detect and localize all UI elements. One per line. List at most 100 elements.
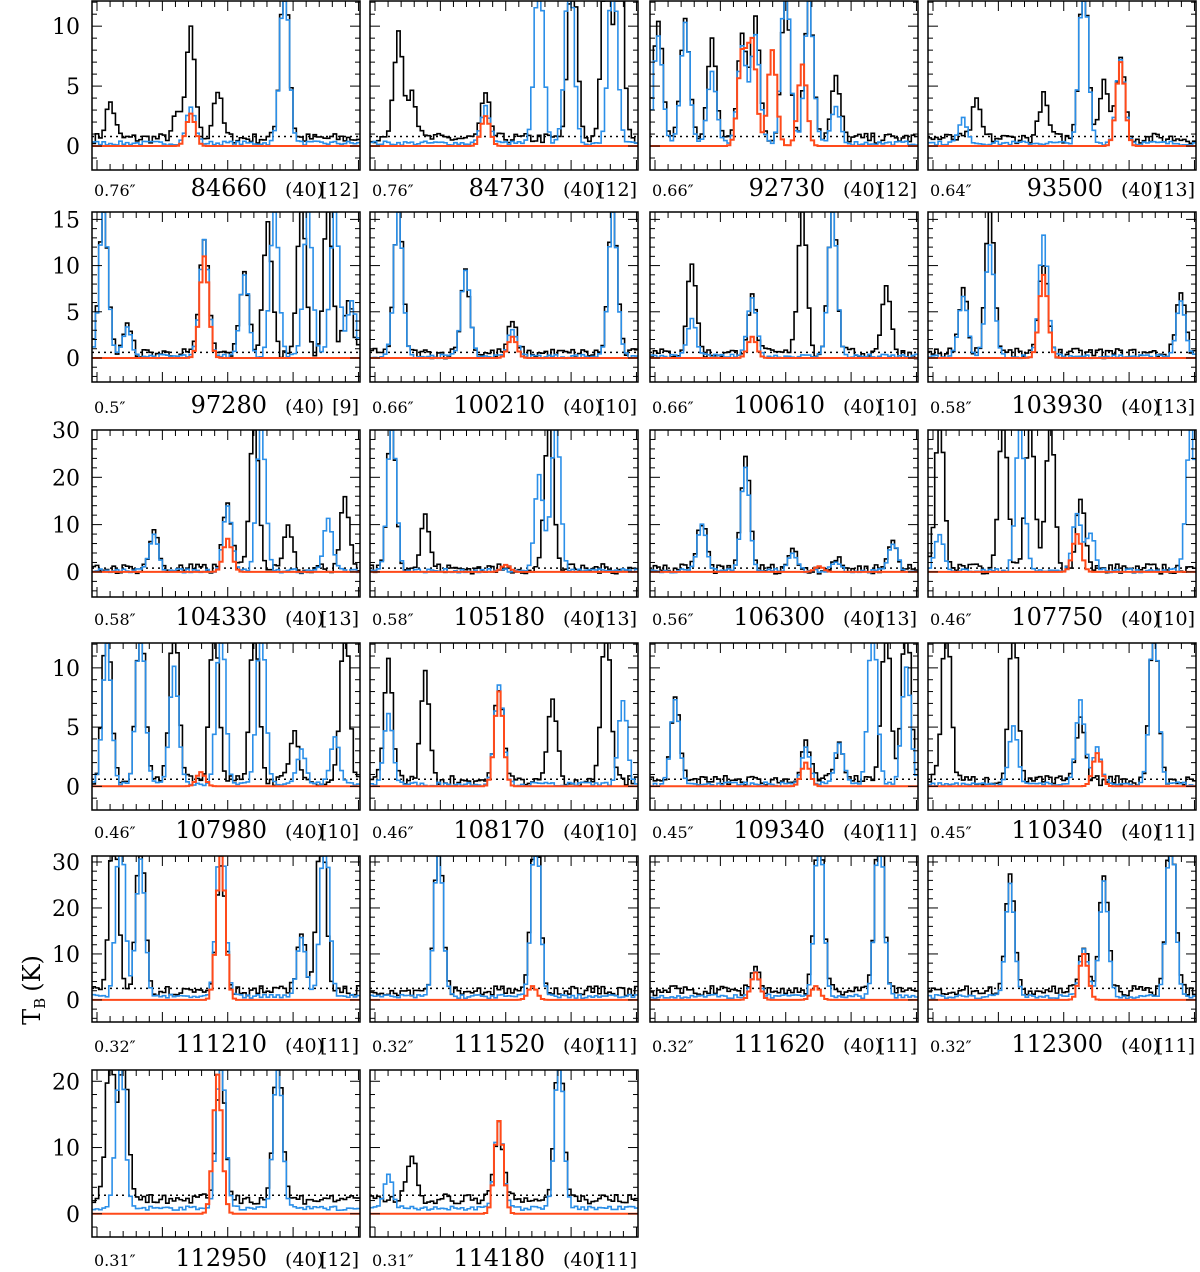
panel-frame [91,211,361,383]
spectrum-panel-103930: 0.58″ 103930 (40)[13] [927,211,1197,419]
observed-spectrum [370,856,638,997]
observed-spectrum [650,856,918,997]
frequency-label: 100210 [453,391,545,419]
y-tick-label: 10 [52,15,80,40]
model-species-spectrum [370,985,638,1001]
observed-spectrum [650,643,918,786]
spectrum-panel-111210: 0 10 20 30 0.32″ 111210 (40)[11] [52,851,361,1058]
spectrum-panel-110340: 0.45″ 110340 (40)[11] [927,642,1197,844]
beam-size-label: 0.32″ [652,1037,694,1056]
beam-size-label: 0.32″ [94,1037,136,1056]
beam-size-label: 0.76″ [372,181,414,200]
model-species-spectrum [92,537,360,573]
line-count-label: [9] [332,396,359,418]
beam-size-label: 0.56″ [652,610,694,629]
beam-size-label: 0.31″ [372,1251,414,1270]
beam-size-label: 0.58″ [930,398,972,417]
frequency-label: 92730 [749,174,825,202]
beam-size-label: 0.32″ [372,1037,414,1056]
model-total-spectrum [650,466,918,574]
line-count-label: [11] [598,1249,637,1271]
frequency-label: 103930 [1011,391,1103,419]
model-total-spectrum [928,643,1196,787]
model-species-spectrum [928,273,1196,359]
y-tick-label: 20 [52,466,80,491]
panel-frame [927,429,1197,598]
observed-spectrum [928,430,1196,575]
linewidth-label: (40) [563,608,602,630]
line-count-label: [10] [598,396,637,418]
beam-size-label: 0.76″ [94,181,136,200]
spectrum-panel-100610: 0.66″ 100610 (40)[10] [649,211,919,419]
spectrum-panel-109340: 0.45″ 109340 (40)[11] [649,642,919,844]
panel-frame [649,429,919,598]
model-total-spectrum [650,856,918,1000]
line-count-label: [12] [320,179,359,201]
beam-size-label: 0.64″ [930,181,972,200]
frequency-label: 109340 [733,816,825,844]
frequency-label: 84660 [191,174,267,202]
linewidth-label: (40) [563,1035,602,1057]
line-count-label: [11] [320,1035,359,1057]
line-count-label: [10] [320,821,359,843]
model-total-spectrum [928,430,1196,574]
panel-frame [927,855,1197,1023]
panel-frame [927,642,1197,811]
linewidth-label: (40) [285,821,324,843]
beam-size-label: 0.66″ [652,181,694,200]
line-count-label: [12] [320,1249,359,1271]
line-count-label: [13] [1156,179,1195,201]
model-species-spectrum [370,563,638,573]
beam-size-label: 0.32″ [930,1037,972,1056]
frequency-label: 93500 [1027,174,1103,202]
observed-spectrum [928,1,1196,145]
observed-spectrum [92,1,360,145]
spectrum-panel-114180: 0.31″ 114180 (40)[11] [369,1069,639,1272]
model-species-spectrum [650,565,918,573]
beam-size-label: 0.46″ [930,610,972,629]
beam-size-label: 0.31″ [94,1251,136,1270]
spectrum-panel-105180: 0.58″ 105180 (40)[13] [369,429,639,631]
linewidth-label: (40) [1121,821,1160,843]
frequency-label: 114180 [453,1244,545,1272]
model-species-spectrum [928,533,1196,573]
linewidth-label: (40) [843,396,882,418]
linewidth-label: (40) [285,179,324,201]
model-total-spectrum [928,1,1196,146]
frequency-label: 111210 [175,1030,267,1058]
model-species-spectrum [650,335,918,359]
linewidth-label: (40) [843,179,882,201]
beam-size-label: 0.5″ [94,398,125,417]
y-tick-label: 15 [52,208,80,233]
spectrum-panel-111620: 0.32″ 111620 (40)[11] [649,855,919,1058]
beam-size-label: 0.45″ [930,823,972,842]
y-tick-label: 30 [52,419,80,444]
spectrum-panel-106300: 0.56″ 106300 (40)[13] [649,429,919,631]
beam-size-label: 0.66″ [652,398,694,417]
model-species-spectrum [92,771,360,788]
frequency-label: 104330 [175,603,267,631]
y-tick-label: 20 [52,897,80,922]
panel-frame [91,642,361,811]
y-tick-label: 20 [52,1070,80,1095]
model-species-spectrum [92,1073,360,1215]
frequency-label: 84730 [469,174,545,202]
y-tick-label: 30 [52,851,80,876]
panel-frame [369,211,639,383]
model-total-spectrum [92,1070,360,1212]
line-count-label: [13] [598,608,637,630]
linewidth-label: (40) [1121,1035,1160,1057]
frequency-label: 107750 [1011,603,1103,631]
linewidth-label: (40) [563,821,602,843]
model-species-spectrum [650,761,918,788]
y-axis-label-unit: (K) [18,955,46,992]
observed-spectrum [92,430,360,575]
y-tick-label: 0 [66,775,80,800]
model-species-spectrum [650,36,918,148]
linewidth-label: (40) [843,608,882,630]
spectrum-panel-84730: 0.76″ 84730 (40)[12] [369,0,639,202]
panel-frame [649,0,919,171]
model-species-spectrum [370,1120,638,1215]
spectrum-panel-104330: 0 10 20 30 0.58″ 104330 (40)[13] [52,419,361,631]
model-species-spectrum [928,752,1196,788]
